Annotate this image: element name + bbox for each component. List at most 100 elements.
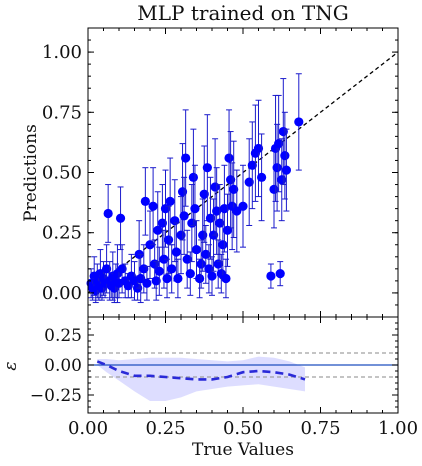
point-marker [201,249,211,259]
point-marker [165,196,175,206]
chart-title: MLP trained on TNG [137,1,348,25]
point-marker [232,206,242,216]
point-marker [123,281,133,291]
point-marker [148,201,158,211]
y-axis-label: Predictions [21,124,41,222]
point-marker [294,117,304,127]
point-marker [136,273,146,284]
point-marker [154,266,164,276]
data-point [167,244,177,294]
point-marker [115,213,126,223]
point-marker [179,211,189,221]
point-marker [277,175,287,185]
data-point [275,261,285,287]
point-marker [244,177,254,187]
x-tick-label: 0.00 [68,418,108,439]
y-tick-label: 1.00 [42,42,82,63]
x-tick-label: 0.75 [300,418,340,439]
data-point [154,246,164,296]
point-marker [199,189,209,199]
data-point [201,224,211,284]
point-marker [167,264,177,274]
point-marker [171,247,181,257]
point-marker [117,264,127,274]
point-marker [145,240,155,250]
point-marker [210,182,220,192]
residual-plot-panel: −0.25 0.00 0.25 0.00 0.25 0.50 0.75 1.00 [30,316,418,439]
x-axis-label: True Values [192,440,294,460]
res-y-tick-label: 0.00 [44,356,82,376]
point-marker [238,201,248,211]
data-point [221,258,231,299]
data-point [162,258,172,299]
residual-series-line [96,360,306,381]
point-marker [151,276,161,286]
data-point [266,263,276,289]
point-marker [221,273,231,284]
main-plot-panel: 0.00 0.25 0.50 0.75 1.00 [42,27,399,318]
y-tick-label: 0.00 [42,283,82,304]
data-point [102,244,112,294]
data-point [117,244,127,294]
point-marker [202,163,212,173]
point-marker [280,151,290,161]
point-marker [170,216,180,226]
data-point [202,114,212,222]
point-marker [207,271,217,281]
y-tick-label: 0.50 [42,163,82,184]
res-y-tick-label: −0.25 [30,386,82,406]
data-point [294,73,304,171]
data-point [173,258,183,299]
data-point [191,220,202,279]
point-marker [275,269,285,279]
point-marker [181,153,191,163]
point-marker [215,218,225,228]
point-marker [140,196,150,206]
point-marker [176,230,186,240]
point-marker [266,271,276,281]
point-marker [224,153,234,163]
data-point [179,176,189,255]
point-marker [198,230,208,240]
data-point [226,131,236,229]
point-marker [103,208,113,219]
res-y-tick-label: 0.25 [44,326,82,346]
x-tick-label: 1.00 [378,418,418,439]
data-point [281,128,291,212]
data-point [272,123,282,212]
data-point [157,184,167,263]
data-point [148,167,158,246]
point-marker [142,278,152,288]
point-marker [212,206,222,216]
data-point [176,196,186,275]
data-point [215,184,225,263]
data-point [181,109,191,207]
data-point [247,121,257,210]
data-point [229,140,239,239]
point-marker [188,172,198,182]
point-marker [157,218,167,228]
data-point [198,198,208,272]
y-tick-label: 0.25 [42,223,82,244]
point-marker [226,175,236,185]
point-marker [205,213,216,223]
data-point [232,169,242,253]
point-marker [162,273,172,284]
point-marker [229,184,239,194]
point-marker [173,273,183,284]
point-marker [257,172,267,182]
x-tick-label: 0.50 [223,418,263,439]
point-marker [191,244,202,255]
data-point [274,94,284,193]
data-point [120,263,130,299]
point-marker [196,259,206,269]
data-point [145,210,155,279]
data-point [257,133,267,222]
data-point [238,164,248,248]
point-marker [153,225,163,235]
point-marker [159,254,169,264]
point-marker [195,273,205,284]
point-marker [272,163,282,173]
point-marker [177,187,188,197]
